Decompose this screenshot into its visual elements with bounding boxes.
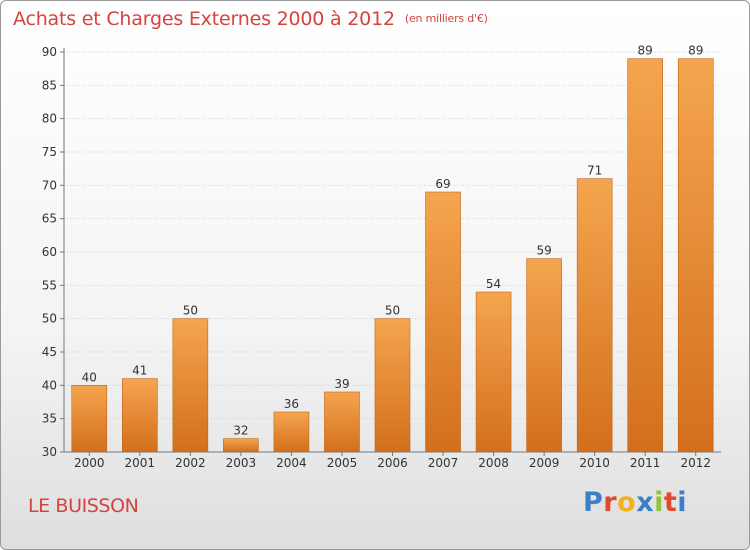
bar-2008 (475, 291, 512, 453)
y-tick-label: 35 (42, 412, 57, 426)
x-tick-label: 2000 (74, 456, 105, 470)
bar-2009 (526, 258, 562, 453)
y-tick-label: 80 (42, 112, 57, 126)
y-tick-label: 90 (42, 45, 57, 59)
x-tick-label: 2010 (579, 456, 610, 470)
bar-value-label: 41 (132, 364, 147, 378)
bar-2012 (677, 58, 714, 453)
y-tick-label: 40 (42, 378, 57, 392)
bar-value-label: 89 (688, 44, 703, 58)
bar-value-label: 32 (233, 424, 248, 438)
logo-letter: i (654, 487, 664, 518)
y-tick-label: 65 (42, 212, 57, 226)
x-tick-label: 2004 (276, 456, 307, 470)
logo-letter: o (617, 487, 637, 518)
bar-2003 (223, 438, 259, 453)
logo-letter: x (636, 487, 655, 518)
x-tick-label: 2007 (428, 456, 459, 470)
bar-2006 (374, 318, 411, 453)
x-tick-label: 2006 (377, 456, 408, 470)
x-tick-label: 2011 (630, 456, 661, 470)
x-tick-label: 2001 (125, 456, 156, 470)
bar-2011 (627, 58, 663, 453)
y-tick-label: 50 (42, 312, 57, 326)
y-tick-label: 85 (42, 78, 57, 92)
x-tick-label: 2012 (680, 456, 711, 470)
chart-title-text: Achats et Charges Externes 2000 à 2012 (13, 8, 395, 30)
x-tick-label: 2003 (226, 456, 257, 470)
bar-2010 (576, 178, 613, 453)
x-tick-label: 2008 (478, 456, 509, 470)
bar-2001 (122, 378, 158, 453)
logo-letter: t (663, 487, 678, 518)
bar-2005 (324, 391, 360, 453)
y-tick-label: 75 (42, 145, 57, 159)
bar-value-label: 54 (486, 277, 501, 291)
logo-letter: P (583, 487, 604, 518)
bar-value-label: 39 (334, 377, 349, 391)
bar-value-label: 89 (638, 44, 653, 58)
bar-value-label: 50 (183, 304, 198, 318)
y-tick-label: 30 (42, 445, 57, 459)
logo-letter: i (677, 487, 688, 518)
x-tick-label: 2009 (529, 456, 560, 470)
x-tick-label: 2002 (175, 456, 206, 470)
y-tick-label: 55 (42, 278, 57, 292)
y-tick-label: 45 (42, 345, 57, 359)
chart-unit: (en milliers d'€) (404, 12, 488, 25)
logo-letter: r (603, 487, 618, 518)
bar-2007 (425, 191, 461, 453)
bar-2002 (172, 318, 209, 453)
y-tick-label: 60 (42, 245, 57, 259)
proxiti-logo: Proxiti (583, 487, 687, 518)
bar-2000 (71, 385, 108, 453)
bar-2004 (273, 411, 310, 453)
bar-value-label: 71 (587, 164, 602, 178)
chart-title: Achats et Charges Externes 2000 à 2012 (e… (13, 8, 488, 30)
bar-value-label: 40 (82, 370, 97, 384)
bar-value-label: 50 (385, 304, 400, 318)
bar-value-label: 36 (284, 397, 299, 411)
bar-value-label: 69 (435, 177, 450, 191)
bar-value-label: 59 (536, 244, 551, 258)
location-name: LE BUISSON (28, 495, 139, 517)
y-tick-label: 70 (42, 178, 57, 192)
x-tick-label: 2005 (327, 456, 358, 470)
